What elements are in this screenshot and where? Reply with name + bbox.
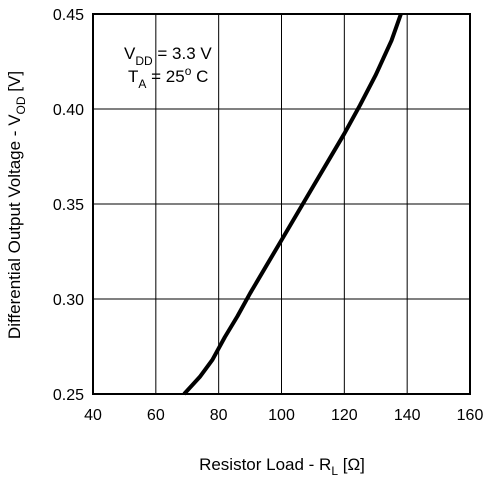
series-layer — [182, 13, 403, 396]
y-axis-label: Differential Output Voltage - VOD [V] — [5, 71, 28, 339]
x-tick-label: 160 — [457, 407, 484, 424]
plot-frame — [92, 13, 471, 395]
x-tick-label: 140 — [394, 407, 421, 424]
annotation-box: VDD = 3.3 V TA = 25o C — [124, 44, 212, 91]
x-tick-label: 120 — [331, 407, 358, 424]
y-tick-label: 0.35 — [53, 197, 84, 214]
y-tick-label: 0.30 — [53, 292, 84, 309]
series-line — [182, 13, 403, 396]
y-tick-label: 0.40 — [53, 102, 84, 119]
x-tick-label: 100 — [268, 407, 295, 424]
x-tick-label: 40 — [84, 407, 102, 424]
y-tick-label: 0.45 — [53, 7, 84, 24]
x-tick-label: 80 — [210, 407, 228, 424]
annotation-ta: TA = 25o C — [128, 64, 208, 91]
x-axis-label: Resistor Load - RL [Ω] — [199, 455, 365, 478]
annotation-vdd: VDD = 3.3 V — [124, 44, 212, 68]
y-tick-label: 0.25 — [53, 387, 84, 404]
x-tick-label: 60 — [147, 407, 165, 424]
tick-labels: 40 60 80 100 120 140 160 0.25 0.30 0.35 0.40 0.45 — [53, 7, 484, 424]
